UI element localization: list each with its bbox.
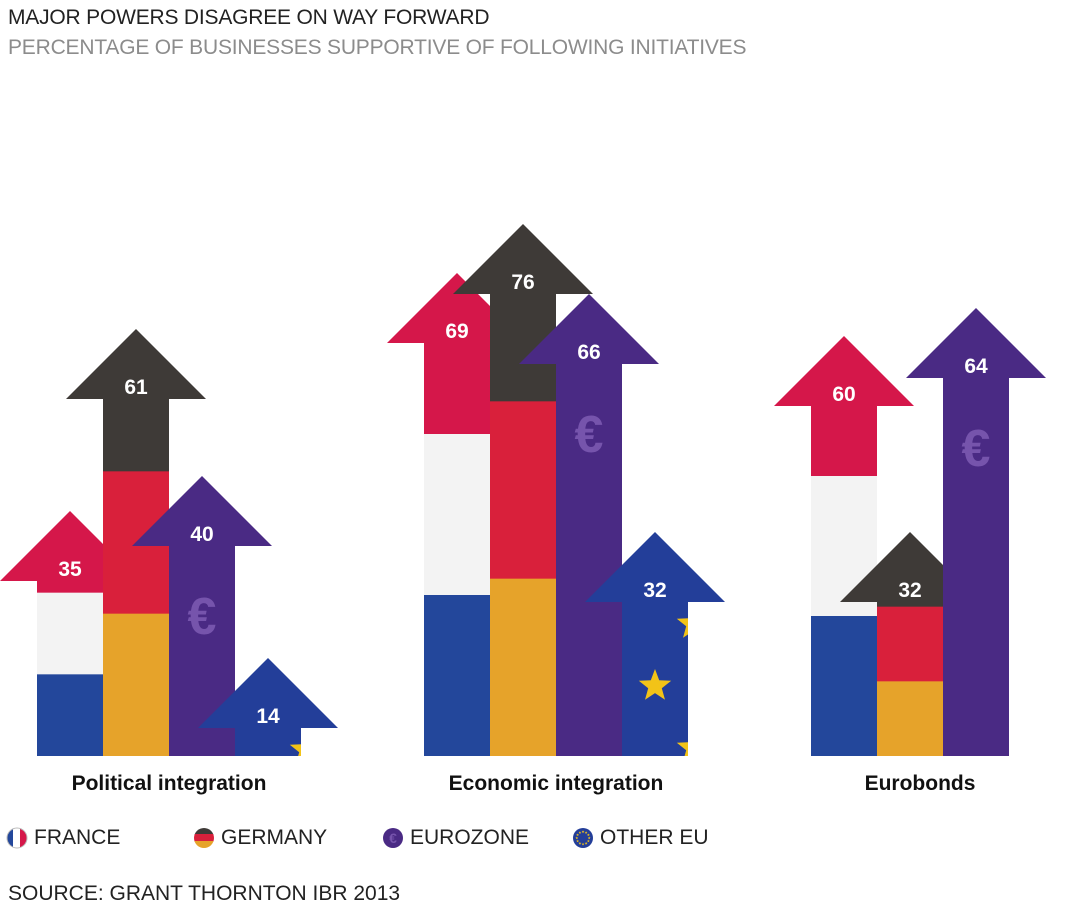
category-label-1: Economic integration xyxy=(449,772,664,795)
legend-label-eurozone: EUROZONE xyxy=(410,826,530,849)
value-label-eurozone-1: 66 xyxy=(577,341,600,364)
legend-eu-star xyxy=(586,839,590,843)
legend-eu-star xyxy=(576,839,580,843)
value-label-germany-0: 61 xyxy=(124,376,148,399)
legend-label-other-eu: OTHER EU xyxy=(600,826,709,849)
euro-symbol-1: € xyxy=(575,406,604,464)
legend-item-france: FRANCE xyxy=(6,826,120,850)
euro-symbol-0: € xyxy=(188,588,217,646)
legend-eu-star xyxy=(578,831,582,834)
value-label-eurozone-2: 64 xyxy=(964,355,988,378)
eu-stars-circle-icon xyxy=(573,828,593,848)
value-label-france-2: 60 xyxy=(832,383,855,406)
chart-title: MAJOR POWERS DISAGREE ON WAY FORWARD xyxy=(8,6,490,29)
legend-eu-star xyxy=(584,841,588,845)
legend-label-france: FRANCE xyxy=(34,826,121,849)
euro-circle-icon: € xyxy=(383,828,403,848)
value-label-france-0: 35 xyxy=(58,558,82,581)
legend-eu-star xyxy=(576,833,580,837)
arrow-bar-chart: 35 61 €40 14 Political integration 69 76 €66 32 E… xyxy=(0,224,1046,795)
france-flag-icon xyxy=(6,827,28,849)
value-label-france-1: 69 xyxy=(445,320,468,343)
bar-group-political-integration: 35 61 €40 14 Political integration xyxy=(0,329,338,795)
legend-item-eurozone: € EUROZONE xyxy=(382,826,529,850)
legend-label-germany: GERMANY xyxy=(221,826,328,849)
value-label-eurozone-0: 40 xyxy=(190,523,213,546)
value-label-other-1: 32 xyxy=(643,579,666,602)
chart-subtitle: PERCENTAGE OF BUSINESSES SUPPORTIVE OF F… xyxy=(8,36,747,59)
bar-group-eurobonds: 60 32 €64 Eurobonds xyxy=(774,308,1046,795)
category-label-2: Eurobonds xyxy=(865,772,976,795)
euro-symbol-2: € xyxy=(962,420,991,478)
legend-eu-star xyxy=(581,830,585,833)
legend-eu-star xyxy=(586,833,590,837)
legend-eu-star xyxy=(575,836,579,840)
value-label-germany-2: 32 xyxy=(898,579,921,602)
category-label-0: Political integration xyxy=(72,772,267,795)
legend-eu-star xyxy=(587,836,591,840)
euro-glyph: € xyxy=(389,830,397,846)
legend-item-germany: GERMANY xyxy=(193,826,327,850)
legend-eu-star xyxy=(578,841,582,845)
value-label-germany-1: 76 xyxy=(511,271,534,294)
germany-flag-icon xyxy=(194,828,214,848)
legend: FRANCE GERMANY € EUROZONE OTHER EU xyxy=(0,826,1091,856)
legend-eu-star xyxy=(584,831,588,834)
source-note: SOURCE: GRANT THORNTON IBR 2013 xyxy=(8,882,401,905)
value-label-other-0: 14 xyxy=(256,705,280,728)
eu-star xyxy=(638,669,672,700)
bar-group-economic-integration: 69 76 €66 32 Economic integration xyxy=(387,224,725,795)
legend-item-other-eu: OTHER EU xyxy=(572,826,709,850)
legend-eu-star xyxy=(581,842,585,846)
